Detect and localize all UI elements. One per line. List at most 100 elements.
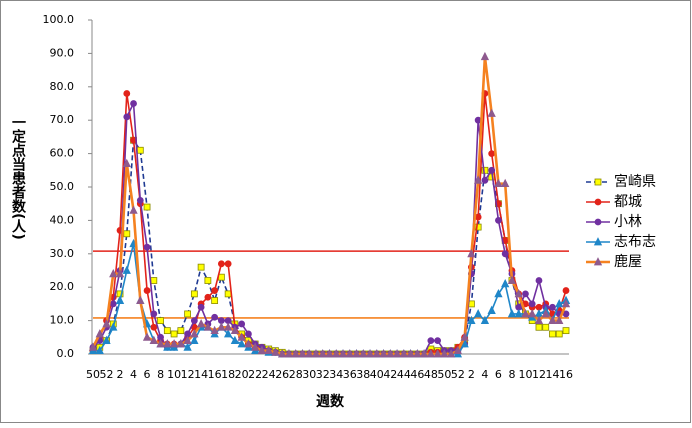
marker [535, 277, 543, 284]
legend-label: 志布志 [614, 234, 656, 250]
marker [528, 300, 536, 308]
marker [501, 250, 509, 258]
marker [562, 327, 570, 335]
marker [257, 345, 267, 355]
x-tick-label: 4 [481, 368, 488, 381]
marker [562, 287, 570, 294]
marker [197, 303, 205, 311]
marker [223, 322, 233, 331]
marker [245, 330, 252, 338]
marker [474, 175, 483, 184]
marker [359, 349, 368, 358]
x-tick-label: 2 [468, 368, 475, 381]
marker [488, 166, 496, 174]
marker [197, 263, 205, 271]
marker [122, 158, 131, 168]
marker [109, 268, 118, 278]
marker [109, 322, 118, 331]
marker [150, 310, 158, 318]
marker [305, 349, 314, 358]
marker [217, 260, 225, 268]
marker [129, 205, 138, 214]
marker [352, 349, 361, 358]
x-axis-title: 週数 [316, 393, 345, 410]
marker [163, 339, 172, 348]
marker [427, 337, 435, 345]
y-tick-label: 40.0 [50, 213, 75, 226]
marker [237, 332, 246, 341]
marker [163, 327, 171, 335]
y-axis-title: 一定点当患者数(人) [10, 115, 26, 240]
x-tick-label: 32 [316, 368, 330, 381]
marker [542, 323, 550, 331]
x-tick-label: 44 [397, 368, 411, 381]
marker [211, 287, 219, 294]
marker [474, 309, 483, 318]
marker [217, 322, 226, 331]
x-tick-label: 38 [356, 368, 370, 381]
marker [95, 345, 104, 355]
legend-marker [593, 257, 603, 266]
marker [419, 349, 429, 358]
marker [143, 287, 151, 294]
y-tick-label: 50.0 [50, 180, 75, 193]
y-tick-label: 0.0 [57, 347, 75, 360]
marker [311, 349, 321, 358]
legend-marker [594, 218, 602, 226]
x-tick-label: 22 [248, 368, 262, 381]
marker [399, 349, 408, 358]
x-tick-label: 46 [410, 368, 424, 381]
y-tick-label: 20.0 [50, 280, 75, 293]
marker [204, 293, 212, 301]
x-tick-label: 16 [208, 368, 222, 381]
marker [211, 313, 219, 321]
x-tick-label: 52 [100, 368, 114, 381]
marker [535, 323, 543, 331]
y-tick-label: 10.0 [50, 314, 75, 327]
x-tick-label: 12 [532, 368, 546, 381]
marker [561, 299, 571, 308]
marker [150, 323, 158, 331]
marker [426, 349, 436, 358]
marker [434, 337, 442, 345]
marker [413, 349, 422, 358]
marker [494, 178, 503, 188]
marker [345, 349, 354, 358]
marker [136, 295, 145, 304]
x-tick-label: 52 [451, 368, 465, 381]
x-tick-label: 8 [157, 368, 164, 381]
marker [521, 309, 530, 318]
marker [223, 329, 233, 338]
marker [501, 178, 510, 188]
marker [204, 277, 212, 284]
x-tick-label: 16 [559, 368, 573, 381]
marker [534, 315, 544, 324]
x-tick-label: 8 [508, 368, 515, 381]
y-tick-label: 90.0 [50, 46, 75, 59]
x-tick-label: 20 [235, 368, 249, 381]
x-tick-label: 6 [495, 368, 502, 381]
marker [170, 330, 178, 338]
marker [224, 290, 232, 298]
marker [190, 329, 199, 338]
marker [278, 349, 287, 358]
y-tick-label: 60.0 [50, 147, 75, 160]
marker [224, 260, 232, 268]
x-tick-label: 24 [262, 368, 276, 381]
legend-label: 都城 [614, 194, 642, 210]
marker [549, 330, 556, 338]
x-tick-label: 50 [437, 368, 451, 381]
legend-marker [593, 237, 603, 246]
marker [522, 290, 529, 298]
marker [549, 303, 556, 311]
marker [211, 297, 219, 304]
marker [284, 349, 294, 358]
marker [291, 349, 300, 358]
marker [251, 342, 260, 351]
marker [230, 325, 240, 335]
x-tick-label: 26 [275, 368, 289, 381]
marker [460, 332, 469, 341]
marker [109, 300, 117, 308]
marker [177, 327, 185, 335]
